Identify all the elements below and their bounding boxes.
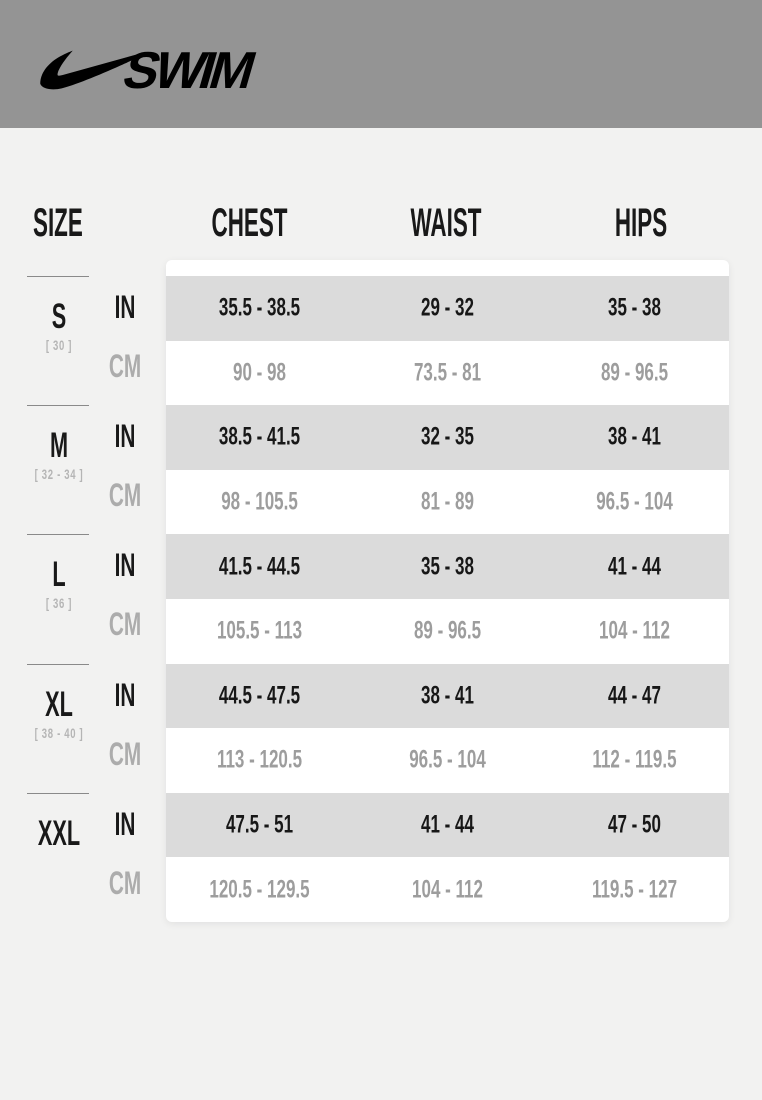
svg-text:SWIM: SWIM [117, 42, 260, 100]
